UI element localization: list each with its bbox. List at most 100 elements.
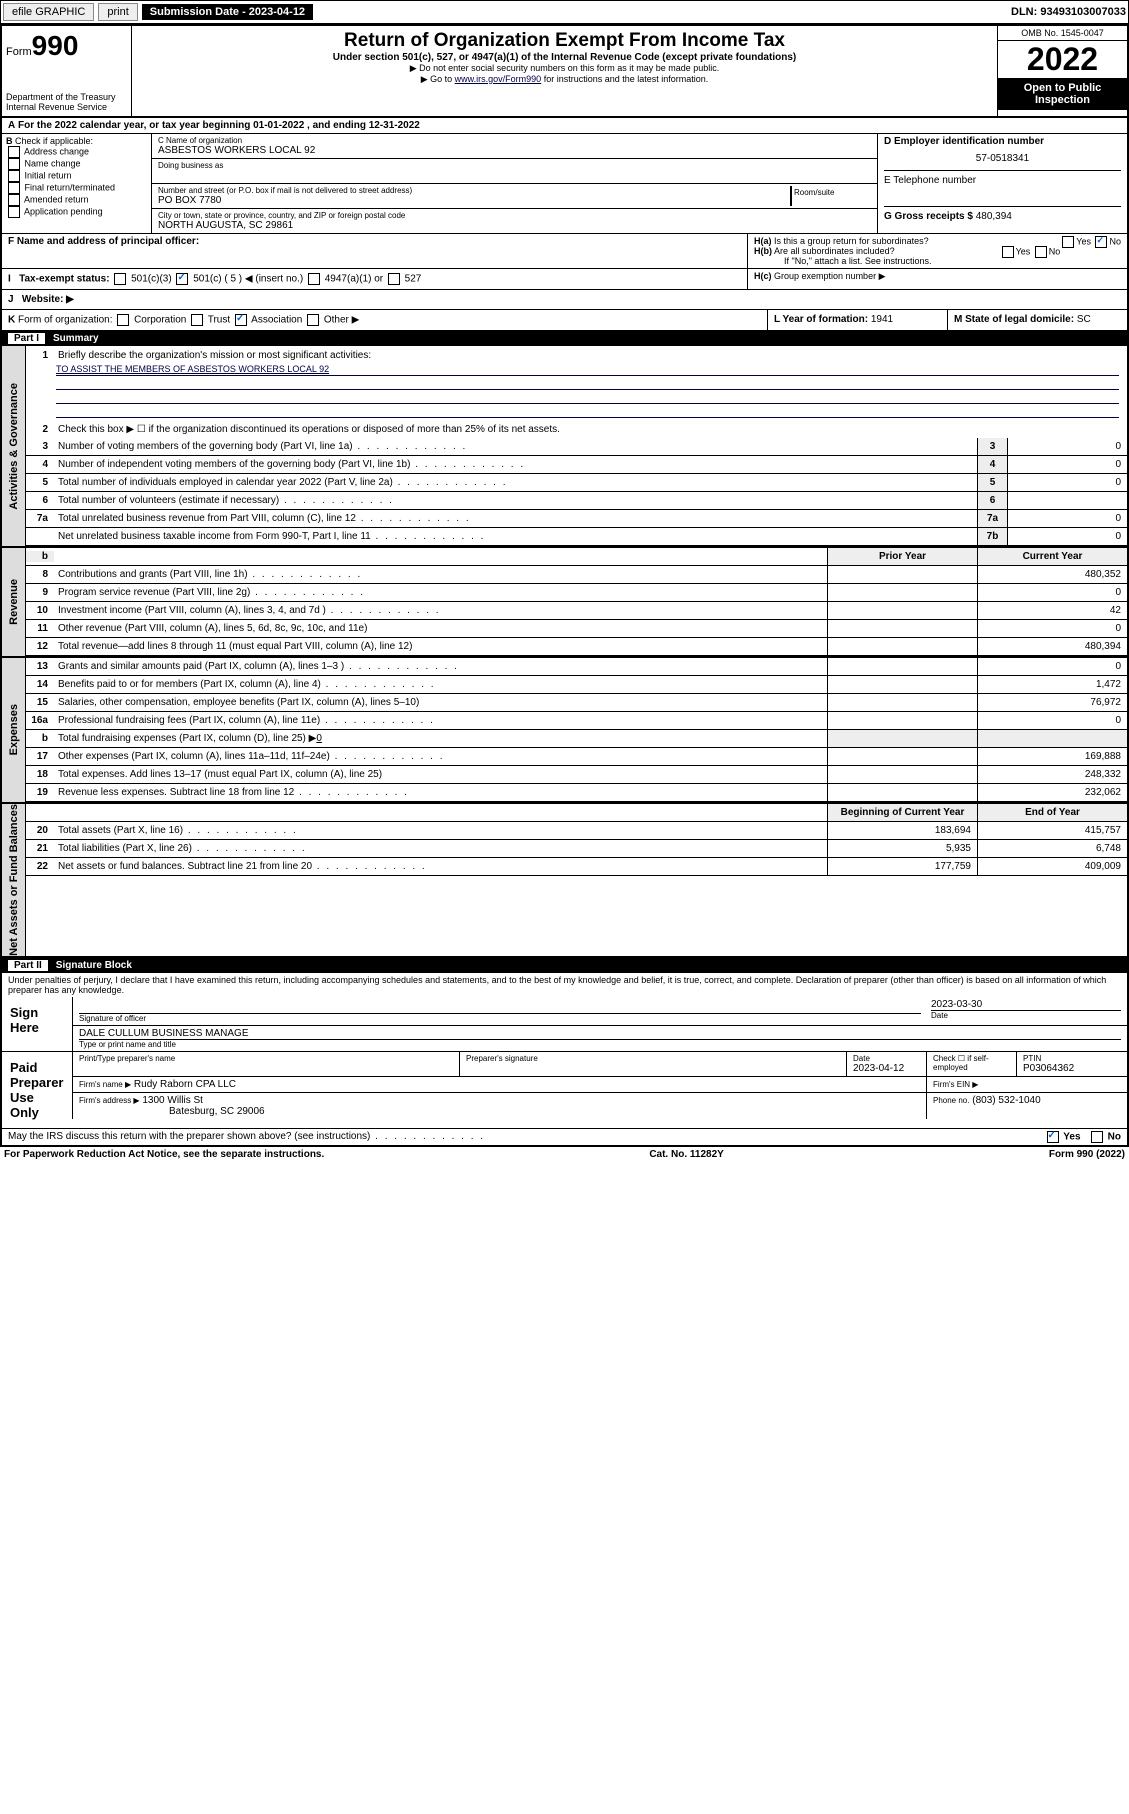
line-10: Investment income (Part VIII, column (A)… [54,603,827,618]
officer-name: DALE CULLUM BUSINESS MANAGE [79,1028,1121,1039]
val-6 [1007,492,1127,509]
val-16a: 0 [977,712,1127,729]
form-header: Form990 Department of the Treasury Inter… [0,24,1129,118]
val-20e: 415,757 [977,822,1127,839]
officer-box: F Name and address of principal officer: [2,234,747,268]
ein-value: 57-0518341 [884,147,1121,170]
val-21e: 6,748 [977,840,1127,857]
val-12: 480,394 [977,638,1127,655]
val-7b: 0 [1007,528,1127,545]
chk-initial[interactable]: Initial return [6,170,147,182]
chk-pending[interactable]: Application pending [6,206,147,218]
val-22e: 409,009 [977,858,1127,875]
form-number: Form990 [6,30,127,62]
val-15: 76,972 [977,694,1127,711]
gross-receipts: G Gross receipts $ 480,394 [884,206,1121,222]
line-8: Contributions and grants (Part VIII, lin… [54,567,827,582]
website-box: J Website: ▶ [2,290,1127,309]
group-exemption: H(c) Group exemption number ▶ [747,269,1127,289]
line-14: Benefits paid to or for members (Part IX… [54,677,827,692]
irs-link[interactable]: www.irs.gov/Form990 [455,74,542,84]
line-1: Briefly describe the organization's miss… [54,348,1127,363]
val-21b: 5,935 [827,840,977,857]
vlabel-governance: Activities & Governance [8,383,20,510]
val-18: 248,332 [977,766,1127,783]
efile-button[interactable]: efile GRAPHIC [3,3,94,21]
hdr-end: End of Year [977,804,1127,821]
line-3: Number of voting members of the governin… [54,439,977,454]
val-4: 0 [1007,456,1127,473]
org-name: ASBESTOS WORKERS LOCAL 92 [158,145,871,156]
hdr-prior: Prior Year [827,548,977,565]
irs-discuss: May the IRS discuss this return with the… [8,1131,485,1143]
line-7b: Net unrelated business taxable income fr… [54,529,977,544]
val-19: 232,062 [977,784,1127,801]
ssn-note: ▶ Do not enter social security numbers o… [136,63,993,74]
open-public: Open to Public Inspection [998,78,1127,110]
netassets-section: Net Assets or Fund Balances Beginning of… [0,804,1129,958]
val-13: 0 [977,658,1127,675]
form-of-org: K Form of organization: Corporation Trus… [2,310,767,330]
vlabel-expenses: Expenses [8,704,20,755]
governance-section: Activities & Governance 1Briefly describ… [0,346,1129,548]
line-18: Total expenses. Add lines 13–17 (must eq… [54,767,827,782]
expenses-section: Expenses 13Grants and similar amounts pa… [0,658,1129,804]
paperwork-notice: For Paperwork Reduction Act Notice, see … [4,1149,324,1160]
sign-date: 2023-03-30 [931,999,1121,1010]
line-a: A For the 2022 calendar year, or tax yea… [2,118,426,133]
hdr-current: Current Year [977,548,1127,565]
form-subtitle: Under section 501(c), 527, or 4947(a)(1)… [136,52,993,63]
line-4: Number of independent voting members of … [54,457,977,472]
line-7a: Total unrelated business revenue from Pa… [54,511,977,526]
revenue-section: Revenue bPrior YearCurrent Year 8Contrib… [0,548,1129,658]
line-11: Other revenue (Part VIII, column (A), li… [54,621,827,636]
line-15: Salaries, other compensation, employee b… [54,695,827,710]
top-bar: efile GRAPHIC print Submission Date - 20… [0,0,1129,24]
signature-block: Sign Here Signature of officer 2023-03-3… [0,997,1129,1147]
city-state-zip: NORTH AUGUSTA, SC 29861 [158,220,871,231]
dba-box: Doing business as [152,159,877,184]
form-ref: Form 990 (2022) [1049,1149,1125,1160]
page-footer: For Paperwork Reduction Act Notice, see … [0,1147,1129,1162]
line-16b: Total fundraising expenses (Part IX, col… [54,731,827,746]
ptin: P03064362 [1023,1063,1121,1074]
val-14: 1,472 [977,676,1127,693]
penalty-text: Under penalties of perjury, I declare th… [0,973,1129,997]
firm-name: Rudy Raborn CPA LLC [134,1079,236,1090]
submission-date: Submission Date - 2023-04-12 [142,4,313,20]
val-10: 42 [977,602,1127,619]
print-button[interactable]: print [98,3,137,21]
val-5: 0 [1007,474,1127,491]
street-address: PO BOX 7780 [158,195,790,206]
line-16a: Professional fundraising fees (Part IX, … [54,713,827,728]
firm-addr1: 1300 Willis St [142,1095,203,1106]
part1-bar: Part ISummary [0,331,1129,346]
val-22b: 177,759 [827,858,977,875]
line-20: Total assets (Part X, line 16) [54,823,827,838]
box-b: B Check if applicable: Address change Na… [2,134,152,233]
val-11: 0 [977,620,1127,637]
tax-year: 2022 [998,41,1127,78]
val-3: 0 [1007,438,1127,455]
goto-note: ▶ Go to www.irs.gov/Form990 for instruct… [136,74,993,85]
line-13: Grants and similar amounts paid (Part IX… [54,659,827,674]
line-22: Net assets or fund balances. Subtract li… [54,859,827,874]
dln: DLN: 93493103007033 [1011,6,1126,18]
prep-date: 2023-04-12 [853,1063,920,1074]
val-7a: 0 [1007,510,1127,527]
tax-exempt-status: I Tax-exempt status: 501(c)(3) 501(c) ( … [2,269,747,289]
chk-address[interactable]: Address change [6,146,147,158]
line-2: Check this box ▶ ☐ if the organization d… [54,422,1127,437]
mission-link[interactable]: TO ASSIST THE MEMBERS OF ASBESTOS WORKER… [56,364,329,374]
vlabel-netassets: Net Assets or Fund Balances [8,804,20,956]
firm-addr2: Batesburg, SC 29006 [79,1106,265,1117]
state-domicile: M State of legal domicile: SC [947,310,1127,330]
chk-amended[interactable]: Amended return [6,194,147,206]
chk-final[interactable]: Final return/terminated [6,182,147,194]
val-20b: 183,694 [827,822,977,839]
entity-block: B Check if applicable: Address change Na… [0,134,1129,234]
chk-name[interactable]: Name change [6,158,147,170]
group-return-box: H(a) Is this a group return for subordin… [747,234,1127,268]
dept-treasury: Department of the Treasury Internal Reve… [6,92,127,112]
vlabel-revenue: Revenue [8,579,20,625]
